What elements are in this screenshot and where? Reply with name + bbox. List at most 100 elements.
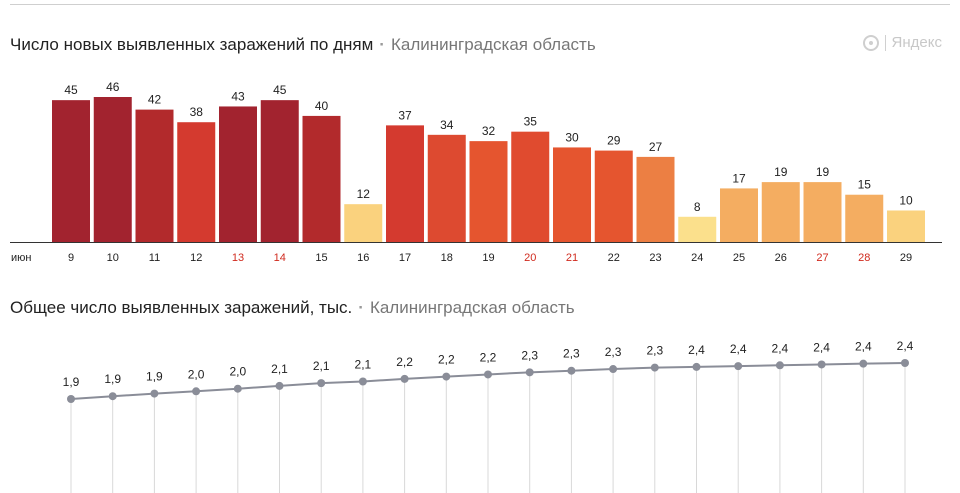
bar-value-label: 30 — [565, 130, 579, 144]
bar-value-label: 37 — [398, 108, 412, 122]
bar-value-label: 43 — [231, 89, 245, 103]
bar-value-label: 42 — [148, 93, 162, 107]
bar-29 — [887, 210, 925, 242]
bar-10 — [93, 97, 132, 242]
data-point-17 — [400, 374, 409, 383]
bar-value-label: 32 — [482, 124, 496, 138]
chart-subtitle: Калининградская область — [369, 298, 575, 317]
x-tick-label: 20 — [524, 252, 536, 264]
point-value-label: 2,4 — [730, 342, 747, 356]
point-value-label: 2,0 — [229, 365, 246, 379]
bar-14 — [260, 100, 299, 242]
chart-title-total: Общее число выявленных заражений, тыс. · К… — [10, 298, 575, 318]
data-point-11 — [150, 389, 159, 398]
x-tick-label: 9 — [68, 252, 74, 264]
data-point-14 — [275, 381, 284, 390]
bar-value-label: 40 — [315, 99, 329, 113]
bar-27 — [803, 182, 842, 242]
title-separator: · — [358, 298, 364, 317]
point-value-label: 2,3 — [521, 348, 538, 362]
data-point-29 — [901, 359, 909, 367]
data-point-16 — [358, 377, 367, 386]
x-tick-label: 27 — [816, 252, 828, 264]
point-value-label: 2,4 — [855, 340, 872, 354]
x-tick-label: 25 — [733, 252, 745, 264]
bar-13 — [219, 106, 257, 243]
point-value-label: 2,4 — [813, 340, 830, 354]
x-tick-label: 24 — [691, 252, 703, 264]
point-value-label: 1,9 — [104, 372, 121, 386]
data-point-26 — [775, 361, 784, 370]
bar-value-label: 19 — [816, 165, 830, 179]
bar-15 — [302, 115, 341, 242]
bar-value-label: 27 — [649, 140, 663, 154]
x-tick-label: 23 — [649, 252, 661, 264]
data-point-19 — [484, 370, 492, 379]
data-point-10 — [108, 392, 117, 401]
bar-value-label: 19 — [774, 165, 788, 179]
bar-12 — [177, 122, 216, 242]
bar-16 — [344, 204, 383, 242]
bar-28 — [845, 194, 884, 242]
x-tick-label: 13 — [232, 252, 244, 264]
data-point-9 — [67, 395, 75, 403]
chart-title-text: Число новых выявленных заражений по дням — [10, 35, 374, 54]
x-tick-label: 14 — [274, 252, 286, 264]
x-tick-label: 19 — [482, 252, 494, 264]
bar-25 — [720, 188, 758, 242]
bar-value-label: 8 — [694, 200, 701, 214]
title-separator: · — [379, 35, 385, 54]
point-value-label: 2,1 — [271, 362, 288, 376]
x-tick-label: 17 — [399, 252, 411, 264]
month-label: июн — [11, 252, 31, 264]
x-tick-label: 10 — [107, 252, 119, 264]
bar-value-label: 34 — [440, 118, 454, 132]
yandex-logo[interactable]: Яндекс — [862, 34, 942, 52]
bar-value-label: 46 — [106, 80, 120, 94]
x-tick-label: 28 — [858, 252, 870, 264]
x-tick-label: 18 — [441, 252, 453, 264]
bar-21 — [553, 147, 591, 242]
yandex-circle-icon — [862, 35, 879, 52]
data-point-15 — [317, 379, 326, 388]
bar-11 — [135, 109, 174, 242]
x-tick-label: 16 — [357, 252, 369, 264]
bar-18 — [427, 134, 466, 242]
point-value-label: 1,9 — [146, 370, 163, 384]
point-value-label: 2,2 — [438, 353, 455, 367]
x-tick-label: 22 — [608, 252, 620, 264]
point-value-label: 2,4 — [897, 339, 914, 353]
bar-value-label: 45 — [273, 83, 287, 97]
bar-value-label: 29 — [607, 134, 621, 148]
bar-22 — [594, 150, 633, 242]
point-value-label: 2,4 — [772, 341, 789, 355]
point-value-label: 2,2 — [396, 355, 413, 369]
point-value-label: 2,3 — [605, 345, 622, 359]
data-point-21 — [567, 366, 576, 375]
bar-24 — [678, 216, 717, 242]
bar-23 — [636, 156, 675, 242]
point-value-label: 2,1 — [313, 359, 330, 373]
bar-value-label: 12 — [357, 187, 371, 201]
data-point-20 — [525, 368, 534, 377]
logo-text: Яндекс — [891, 34, 942, 51]
bar-value-label: 35 — [524, 115, 538, 129]
bar-value-label: 45 — [64, 83, 78, 97]
data-point-28 — [859, 359, 868, 368]
x-tick-label: 21 — [566, 252, 578, 264]
point-value-label: 2,4 — [688, 343, 705, 357]
x-tick-label: 11 — [149, 252, 160, 264]
data-point-23 — [650, 363, 659, 372]
data-point-18 — [442, 372, 451, 381]
point-value-label: 2,0 — [188, 367, 205, 381]
data-point-24 — [692, 362, 701, 371]
bar-value-label: 10 — [899, 193, 913, 207]
data-point-25 — [734, 362, 743, 371]
x-tick-label: 12 — [190, 252, 202, 264]
bar-20 — [511, 131, 550, 242]
bar-value-label: 15 — [858, 178, 872, 192]
bar-26 — [761, 182, 800, 242]
chart-title-daily: Число новых выявленных заражений по дням… — [10, 35, 596, 55]
point-value-label: 2,3 — [646, 344, 663, 358]
